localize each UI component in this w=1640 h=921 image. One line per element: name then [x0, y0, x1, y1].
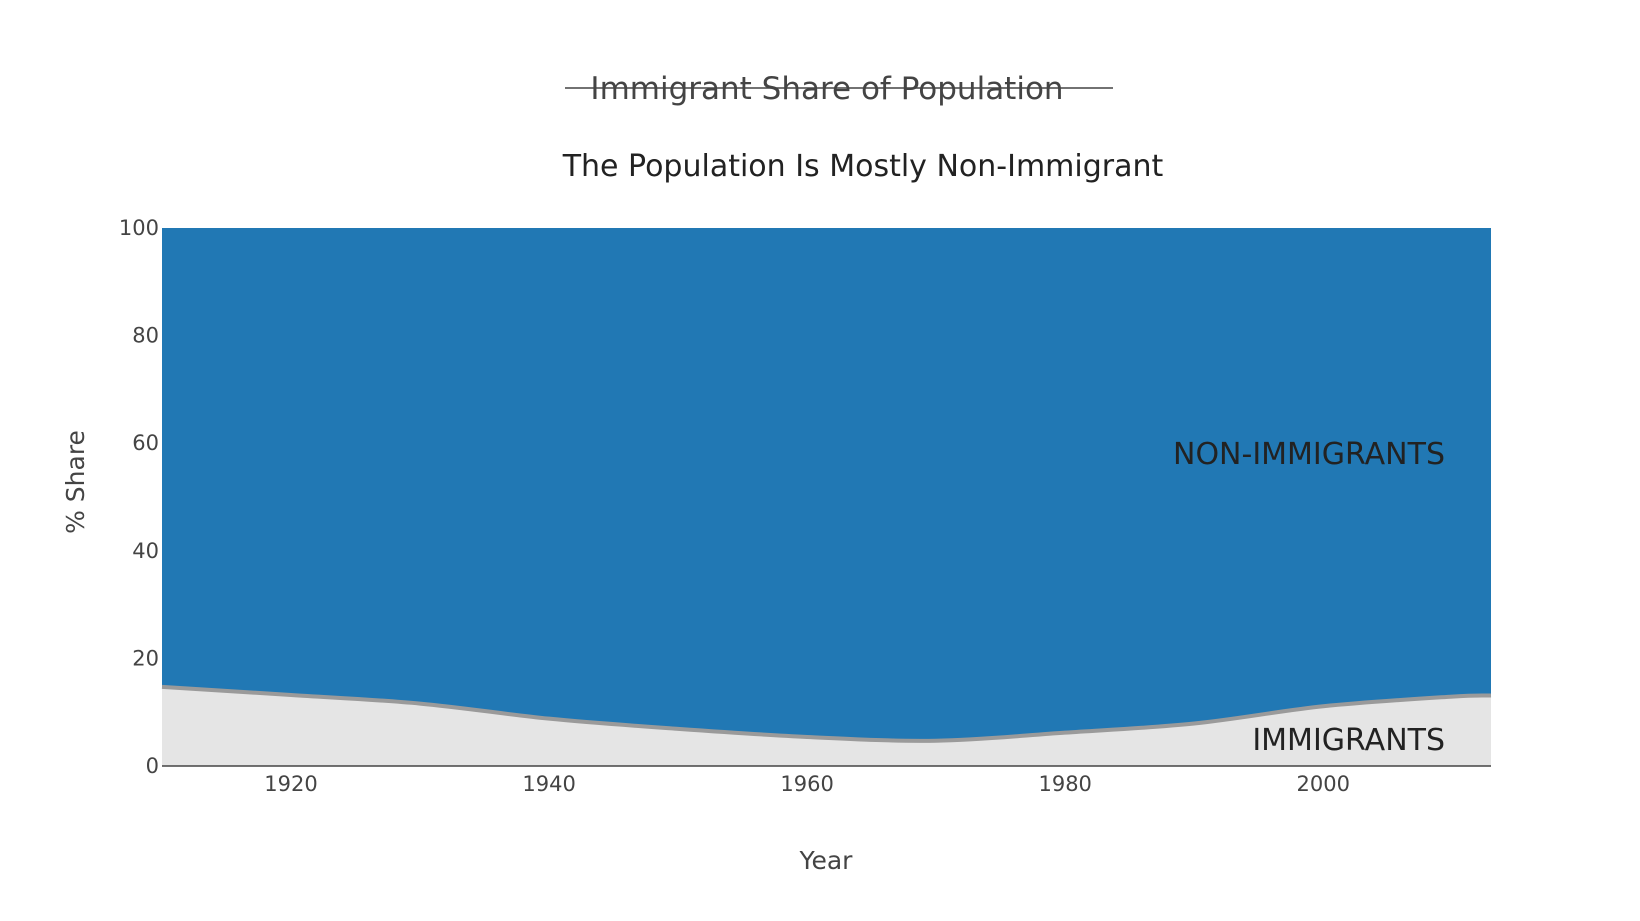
area-immigrants	[162, 686, 1491, 766]
series-label-immigrants: IMMIGRANTS	[1252, 723, 1445, 758]
chart-header: Immigrant Share of Population	[590, 71, 1063, 107]
y-tick-label: 20	[132, 646, 159, 670]
y-axis-ticks: 0 20 40 60 80 100	[119, 216, 159, 778]
x-tick-label: 1980	[1038, 772, 1091, 796]
x-tick-label: 1940	[522, 772, 575, 796]
y-tick-label: 60	[132, 431, 159, 455]
x-axis-label: Year	[799, 846, 854, 875]
series-label-non-immigrants: NON-IMMIGRANTS	[1173, 437, 1445, 472]
area-non-immigrants	[162, 228, 1491, 766]
line-immigrants	[161, 684, 1492, 743]
x-tick-label: 1960	[780, 772, 833, 796]
chart-title: The Population Is Mostly Non-Immigrant	[562, 149, 1164, 184]
plot-area	[161, 228, 1492, 766]
x-tick-label: 1920	[264, 772, 317, 796]
y-tick-label: 40	[132, 539, 159, 563]
y-tick-label: 100	[119, 216, 159, 240]
y-axis-label: % Share	[61, 430, 90, 534]
y-tick-label: 0	[146, 754, 159, 778]
x-axis-ticks: 1920 1940 1960 1980 2000	[264, 772, 1350, 796]
y-tick-label: 80	[132, 324, 159, 348]
x-tick-label: 2000	[1297, 772, 1350, 796]
chart-header-group: Immigrant Share of Population	[565, 71, 1113, 107]
